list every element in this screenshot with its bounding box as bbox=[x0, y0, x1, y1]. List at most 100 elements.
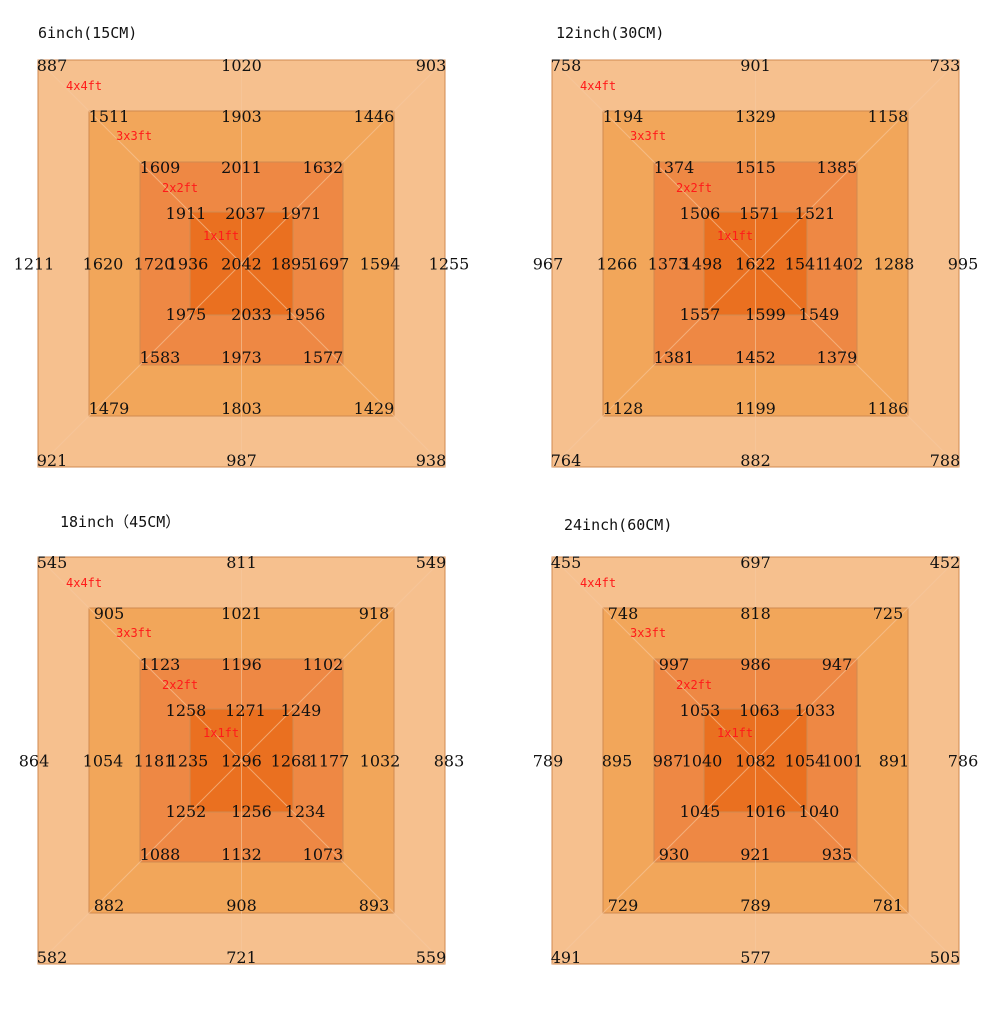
intensity-value: 1515 bbox=[735, 158, 776, 177]
intensity-value: 758 bbox=[551, 56, 582, 75]
size-label-3x3ft: 3x3ft bbox=[116, 129, 152, 143]
intensity-value: 947 bbox=[822, 655, 853, 674]
panel-title: 12inch(30CM) bbox=[556, 24, 664, 42]
size-label-4x4ft: 4x4ft bbox=[66, 576, 102, 590]
intensity-value: 1288 bbox=[874, 255, 915, 274]
size-label-1x1ft: 1x1ft bbox=[203, 726, 239, 740]
intensity-value: 1936 bbox=[168, 255, 209, 274]
intensity-value: 986 bbox=[740, 655, 771, 674]
intensity-value: 1521 bbox=[795, 204, 836, 223]
intensity-value: 788 bbox=[930, 451, 961, 470]
intensity-value: 1021 bbox=[221, 604, 262, 623]
intensity-value: 1803 bbox=[221, 399, 262, 418]
intensity-value: 1373 bbox=[648, 255, 689, 274]
intensity-value: 733 bbox=[930, 56, 961, 75]
intensity-value: 903 bbox=[416, 56, 447, 75]
intensity-value: 908 bbox=[226, 896, 257, 915]
intensity-value: 1541 bbox=[785, 255, 826, 274]
intensity-value: 1549 bbox=[799, 305, 840, 324]
intensity-value: 1498 bbox=[682, 255, 723, 274]
intensity-value: 1975 bbox=[166, 305, 207, 324]
intensity-value: 1506 bbox=[680, 204, 721, 223]
intensity-value: 545 bbox=[37, 553, 68, 572]
intensity-value: 452 bbox=[930, 553, 961, 572]
size-label-2x2ft: 2x2ft bbox=[676, 678, 712, 692]
intensity-value: 748 bbox=[608, 604, 639, 623]
intensity-value: 905 bbox=[94, 604, 125, 623]
intensity-value: 1429 bbox=[354, 399, 395, 418]
intensity-value: 2011 bbox=[221, 158, 262, 177]
intensity-value: 1381 bbox=[654, 348, 695, 367]
intensity-value: 1132 bbox=[221, 845, 262, 864]
intensity-value: 1053 bbox=[680, 701, 721, 720]
intensity-value: 1571 bbox=[739, 204, 780, 223]
intensity-value: 725 bbox=[873, 604, 904, 623]
intensity-value: 1033 bbox=[795, 701, 836, 720]
intensity-value: 882 bbox=[94, 896, 125, 915]
intensity-value: 1557 bbox=[680, 305, 721, 324]
intensity-value: 918 bbox=[359, 604, 390, 623]
intensity-value: 729 bbox=[608, 896, 639, 915]
intensity-value: 1054 bbox=[785, 752, 826, 771]
intensity-value: 1632 bbox=[303, 158, 344, 177]
intensity-value: 1032 bbox=[360, 752, 401, 771]
intensity-value: 1020 bbox=[221, 56, 262, 75]
center-intensity-value: 2042 bbox=[221, 255, 262, 274]
intensity-value: 1211 bbox=[14, 255, 55, 274]
intensity-value: 930 bbox=[659, 845, 690, 864]
size-label-2x2ft: 2x2ft bbox=[162, 181, 198, 195]
size-label-4x4ft: 4x4ft bbox=[66, 79, 102, 93]
intensity-value: 1235 bbox=[168, 752, 209, 771]
intensity-value: 938 bbox=[416, 451, 447, 470]
intensity-value: 1258 bbox=[166, 701, 207, 720]
intensity-value: 1577 bbox=[303, 348, 344, 367]
panel-1: 6inch(15CM) 4x4ft 3x3ft 2x2ft 1x1ft 887 1020 90… bbox=[14, 24, 470, 470]
intensity-value: 1063 bbox=[739, 701, 780, 720]
intensity-value: 1234 bbox=[285, 802, 326, 821]
intensity-value: 1102 bbox=[303, 655, 344, 674]
intensity-value: 1971 bbox=[281, 204, 322, 223]
intensity-value: 1177 bbox=[309, 752, 350, 771]
intensity-value: 987 bbox=[226, 451, 257, 470]
intensity-value: 891 bbox=[879, 752, 910, 771]
intensity-value: 1583 bbox=[140, 348, 181, 367]
intensity-value: 893 bbox=[359, 896, 390, 915]
panel-title: 6inch(15CM) bbox=[38, 24, 137, 42]
intensity-value: 2033 bbox=[231, 305, 272, 324]
intensity-value: 997 bbox=[659, 655, 690, 674]
intensity-value: 1256 bbox=[231, 802, 272, 821]
intensity-value: 1045 bbox=[680, 802, 721, 821]
intensity-value: 921 bbox=[740, 845, 771, 864]
intensity-value: 818 bbox=[740, 604, 771, 623]
intensity-value: 505 bbox=[930, 948, 961, 967]
size-label-1x1ft: 1x1ft bbox=[717, 229, 753, 243]
intensity-value: 1249 bbox=[281, 701, 322, 720]
center-intensity-value: 1622 bbox=[735, 255, 776, 274]
intensity-value: 721 bbox=[226, 948, 257, 967]
intensity-value: 1040 bbox=[799, 802, 840, 821]
panel-title: 18inch（45CM） bbox=[60, 513, 180, 531]
intensity-value: 1452 bbox=[735, 348, 776, 367]
intensity-value: 895 bbox=[602, 752, 633, 771]
intensity-value: 1594 bbox=[360, 255, 401, 274]
size-label-3x3ft: 3x3ft bbox=[630, 129, 666, 143]
intensity-value: 1194 bbox=[603, 107, 644, 126]
intensity-value: 1271 bbox=[225, 701, 266, 720]
intensity-value: 559 bbox=[416, 948, 447, 967]
intensity-value: 582 bbox=[37, 948, 68, 967]
intensity-value: 1895 bbox=[271, 255, 312, 274]
intensity-value: 1181 bbox=[134, 752, 175, 771]
intensity-value: 1446 bbox=[354, 107, 395, 126]
intensity-value: 1088 bbox=[140, 845, 181, 864]
intensity-value: 1599 bbox=[745, 305, 786, 324]
intensity-value: 1128 bbox=[603, 399, 644, 418]
panel-2: 12inch(30CM) 4x4ft 3x3ft 2x2ft 1x1ft 758 901 73… bbox=[533, 24, 979, 470]
intensity-value: 1903 bbox=[221, 107, 262, 126]
intensity-value: 781 bbox=[873, 896, 904, 915]
intensity-value: 1186 bbox=[868, 399, 909, 418]
intensity-value: 1073 bbox=[303, 845, 344, 864]
intensity-value: 786 bbox=[948, 752, 979, 771]
intensity-value: 1266 bbox=[597, 255, 638, 274]
intensity-value: 887 bbox=[37, 56, 68, 75]
